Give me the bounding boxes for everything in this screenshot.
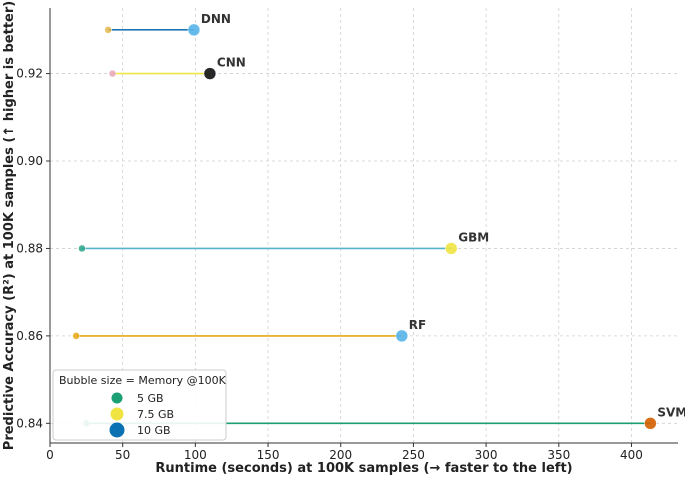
series-label-gbm: GBM	[458, 230, 489, 244]
legend-title: Bubble size = Memory @100K	[59, 374, 227, 387]
series-start-point-gbm	[78, 244, 86, 253]
x-tick-label: 300	[475, 448, 498, 462]
y-tick-label: 0.92	[16, 67, 43, 81]
x-tick-label: 400	[620, 448, 643, 462]
y-tick-label: 0.86	[16, 329, 43, 343]
x-tick-label: 0	[46, 448, 54, 462]
series-start-point-cnn	[108, 69, 117, 78]
legend-label: 10 GB	[137, 424, 171, 437]
x-axis-title: Runtime (seconds) at 100K samples (→ fas…	[155, 461, 572, 476]
series-end-point-svm	[644, 417, 657, 430]
legend-marker-7-5-gb	[110, 407, 124, 421]
x-tick-label: 50	[115, 448, 130, 462]
x-tick-label: 150	[257, 448, 280, 462]
series-end-point-dnn	[187, 23, 201, 37]
x-tick-label: 200	[329, 448, 352, 462]
legend-box	[52, 369, 227, 441]
series-label-svm: SVM	[657, 405, 685, 419]
y-axis-title: Predictive Accuracy (R²) at 100K samples…	[2, 1, 17, 450]
series-end-point-cnn	[203, 67, 217, 80]
legend: Bubble size = Memory @100K 5 GB 7.5 GB 10 …	[52, 369, 227, 441]
series-start-point-dnn	[104, 26, 112, 34]
x-tick-label: 100	[184, 448, 207, 462]
series-start-point-rf	[72, 332, 80, 340]
series-label-cnn: CNN	[217, 56, 246, 70]
series-label-dnn: DNN	[201, 12, 231, 26]
series-end-point-rf	[395, 329, 409, 343]
series: DNN CNN GBM RF SVM	[72, 12, 685, 430]
series-end-point-gbm	[444, 242, 458, 255]
y-tick-label: 0.88	[16, 241, 43, 255]
y-tick-label: 0.84	[16, 416, 43, 430]
x-tick-label: 350	[547, 448, 570, 462]
x-tick-label: 250	[402, 448, 425, 462]
legend-label: 7.5 GB	[137, 408, 174, 421]
legend-marker-5-gb	[111, 392, 123, 404]
legend-label: 5 GB	[137, 392, 164, 405]
legend-marker-10-gb	[109, 422, 125, 438]
y-tick-label: 0.90	[16, 154, 43, 168]
series-label-rf: RF	[409, 318, 426, 332]
axes: 0 50 100 150 200 250 300 350 400 0.84 0.86 0.88 0.90…	[16, 8, 678, 462]
